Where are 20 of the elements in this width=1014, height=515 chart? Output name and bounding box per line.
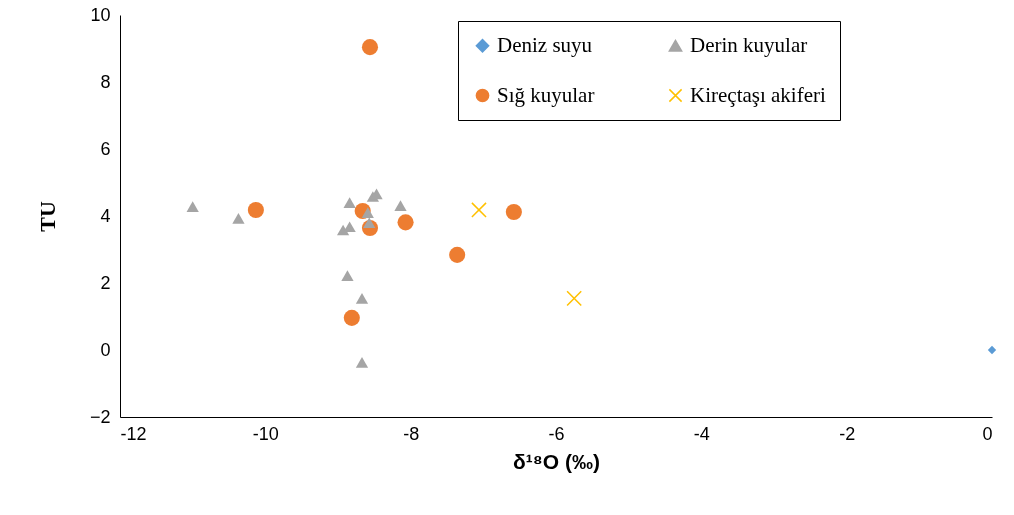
y-tick-label: 8 [100,71,111,92]
y-tick-label: −2 [89,406,111,427]
x-tick-label: -10 [252,423,279,444]
y-tick-label: 10 [90,4,111,25]
x-tick-label: -2 [839,423,856,444]
y-tick-label: 2 [100,272,111,293]
legend-label: Derin kuyular [690,32,808,57]
x-tick-label: 0 [982,423,993,444]
y-tick-label: 6 [100,138,111,159]
x-tick-label: -6 [548,423,565,444]
y-tick-label: 0 [100,339,111,360]
x-axis-title: δ¹⁸O (‰) [513,449,600,473]
x-tick-label: -4 [693,423,710,444]
y-tick-label: 4 [100,205,111,226]
legend-label: Kireçtaşı akiferi [690,82,827,107]
legend-label: Sığ kuyular [497,82,595,107]
y-axis-title: TU [34,201,60,232]
x-tick-label: -12 [120,423,147,444]
legend-label: Deniz suyu [497,32,593,57]
x-tick-label: -8 [403,423,420,444]
